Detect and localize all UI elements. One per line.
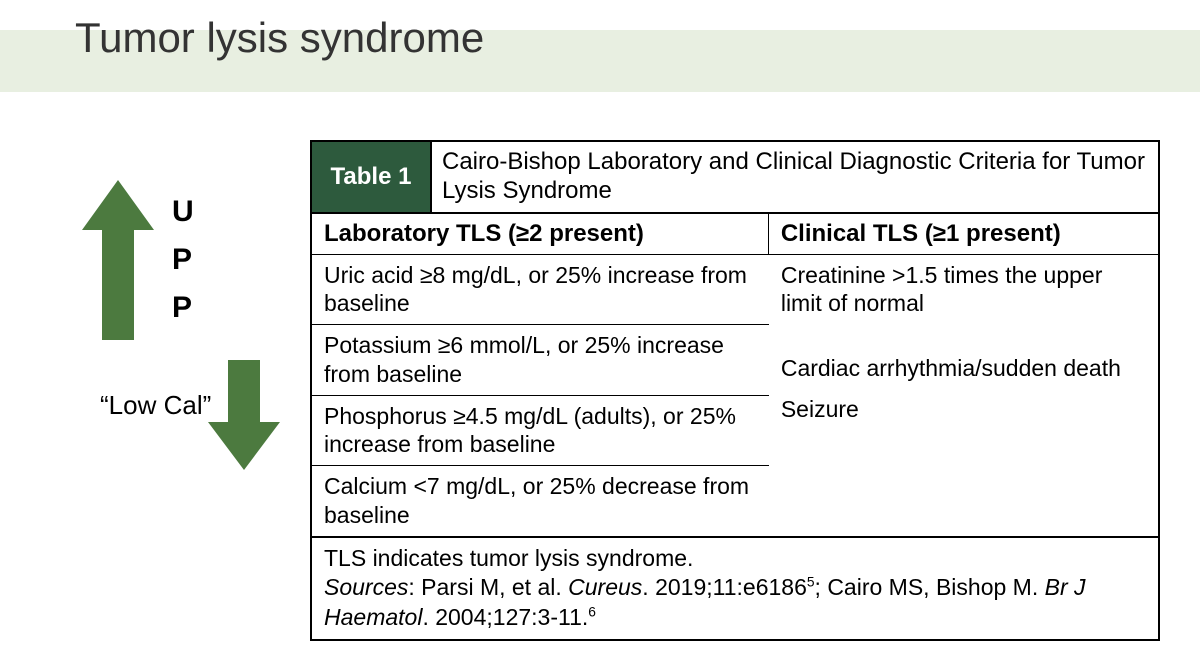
table-badge: Table 1 [312, 142, 432, 212]
criteria-body: Uric acid ≥8 mg/dL, or 25% increase from… [312, 255, 1158, 536]
mnemonic-letter-p2: P [172, 284, 194, 332]
table-footnote: TLS indicates tumor lysis syndrome. Sour… [312, 536, 1158, 640]
mnemonic-letter-p1: P [172, 236, 194, 284]
clin-item: Cardiac arrhythmia/sudden death [769, 348, 1158, 389]
footnote-src1-journal: Cureus [568, 574, 642, 600]
table-subheader-row: Laboratory TLS (≥2 present) Clinical TLS… [312, 214, 1158, 255]
clin-item: Creatinine >1.5 times the upper limit of… [769, 255, 1158, 349]
lab-item: Uric acid ≥8 mg/dL, or 25% increase from… [312, 255, 769, 326]
criteria-table: Table 1 Cairo-Bishop Laboratory and Clin… [310, 140, 1160, 641]
clin-item: Seizure [769, 389, 1158, 430]
clin-header: Clinical TLS (≥1 present) [769, 214, 1158, 254]
down-arrow-group [208, 360, 280, 470]
clin-column: Creatinine >1.5 times the upper limit of… [769, 255, 1158, 536]
mnemonic-down-label: “Low Cal” [100, 390, 211, 421]
mnemonic-letter-u: U [172, 188, 194, 236]
footnote-src1-post: . 2019;11:e6186 [642, 574, 807, 600]
table-title: Cairo-Bishop Laboratory and Clinical Dia… [432, 142, 1158, 212]
arrow-down-icon [208, 360, 280, 470]
footnote-src1-sup: 5 [807, 575, 815, 590]
footnote-src1-pre: : Parsi M, et al. [408, 574, 568, 600]
slide-title: Tumor lysis syndrome [75, 14, 484, 62]
footnote-line1: TLS indicates tumor lysis syndrome. [324, 545, 693, 571]
up-arrow-group [82, 180, 154, 340]
table-header-row: Table 1 Cairo-Bishop Laboratory and Clin… [312, 142, 1158, 214]
lab-item: Potassium ≥6 mmol/L, or 25% increase fro… [312, 325, 769, 396]
lab-item: Phosphorus ≥4.5 mg/dL (adults), or 25% i… [312, 396, 769, 467]
lab-item: Calcium <7 mg/dL, or 25% decrease from b… [312, 466, 769, 536]
mnemonic-up-letters: U P P [172, 188, 194, 332]
lab-header: Laboratory TLS (≥2 present) [312, 214, 769, 254]
footnote-src2-post: . 2004;127:3-11. [422, 604, 588, 630]
footnote-src2-pre: ; Cairo MS, Bishop M. [815, 574, 1045, 600]
slide: Tumor lysis syndrome U P P “Low Cal” Tab… [0, 0, 1200, 657]
arrow-up-icon [82, 180, 154, 340]
lab-column: Uric acid ≥8 mg/dL, or 25% increase from… [312, 255, 769, 536]
footnote-sources-label: Sources [324, 574, 408, 600]
footnote-src2-sup: 6 [588, 605, 596, 620]
